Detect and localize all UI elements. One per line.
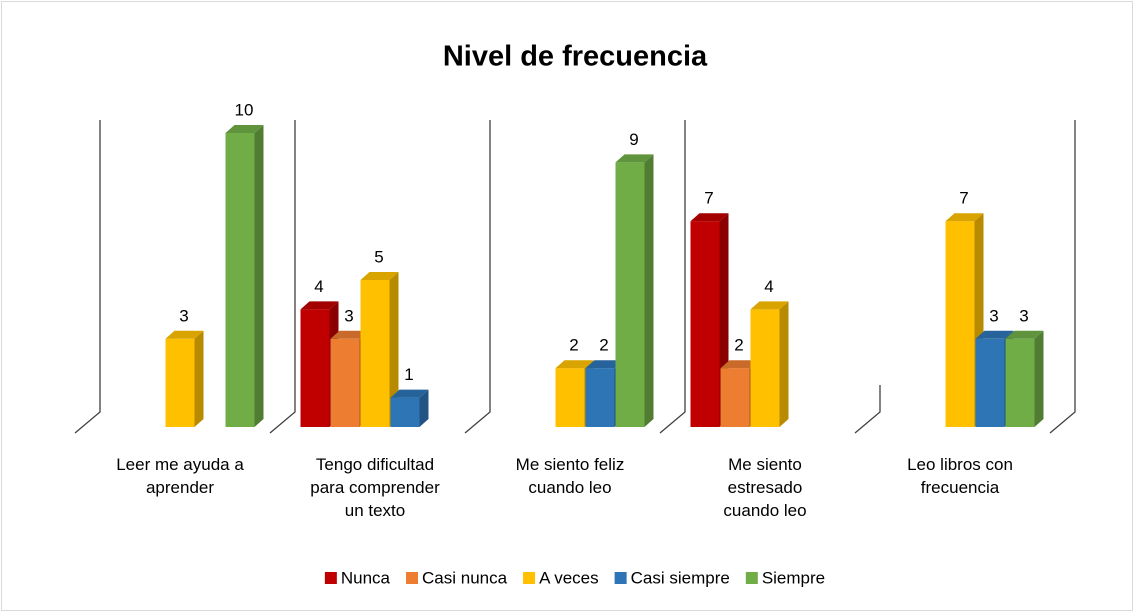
- bar-side: [1034, 330, 1044, 427]
- legend-item: Nunca: [324, 568, 391, 587]
- bar: [225, 125, 264, 427]
- bar-front: [225, 133, 255, 427]
- legend-swatch: [406, 572, 419, 584]
- data-label: 3: [989, 306, 998, 325]
- legend-item: Siempre: [745, 568, 825, 587]
- legend-swatch: [745, 572, 758, 584]
- x-tick-label: Me siento feliz cuando leo: [515, 455, 625, 497]
- bar-front: [165, 338, 195, 427]
- bar-top: [300, 301, 339, 310]
- bar-top: [555, 360, 594, 369]
- bar-front: [555, 368, 585, 427]
- bar-top: [750, 301, 789, 310]
- legend-item: Casi nunca: [406, 568, 508, 587]
- bar-side: [779, 301, 789, 427]
- legend-label: Siempre: [762, 568, 825, 587]
- data-label: 3: [1019, 306, 1028, 325]
- bar-top: [975, 330, 1014, 339]
- chart-title: Nivel de frecuencia: [443, 41, 708, 73]
- wall-line: [854, 385, 881, 434]
- legend-swatch: [614, 572, 627, 584]
- data-label: 2: [734, 336, 743, 355]
- bar-front: [750, 309, 780, 427]
- data-label: 3: [344, 306, 353, 325]
- bar-front: [300, 309, 330, 427]
- data-label: 9: [629, 130, 638, 149]
- legend-item: Casi siempre: [614, 568, 730, 587]
- bar-top: [330, 330, 369, 339]
- legend-label: Nunca: [341, 568, 391, 587]
- bar-front: [330, 338, 360, 427]
- data-label: 1: [404, 365, 413, 384]
- bar-top: [720, 360, 759, 369]
- bar-side: [419, 389, 429, 427]
- bar-front: [720, 368, 750, 427]
- bar: [690, 213, 729, 427]
- bar-front: [390, 397, 420, 427]
- legend-swatch: [523, 572, 536, 584]
- data-label: 10: [235, 100, 254, 119]
- legend-item: A veces: [523, 568, 599, 587]
- bar-top: [360, 272, 399, 280]
- bar-front: [360, 280, 390, 427]
- data-label: 7: [959, 189, 968, 208]
- bar: [750, 301, 789, 427]
- wall-line: [74, 120, 101, 434]
- wall-line: [269, 120, 296, 434]
- bar-top: [390, 389, 429, 398]
- x-tick-label: Leo libros con frecuencia: [907, 455, 1013, 497]
- legend-label: A veces: [539, 568, 599, 587]
- x-tick-label: Leer me ayuda a aprender: [116, 455, 244, 497]
- bar-top: [615, 154, 654, 163]
- legend-swatch: [324, 572, 337, 584]
- bar-top: [585, 360, 624, 369]
- data-label: 4: [314, 277, 323, 296]
- data-label: 3: [179, 306, 188, 325]
- bar-top: [1005, 330, 1044, 339]
- data-label: 2: [599, 336, 608, 355]
- wall-line: [464, 120, 491, 434]
- bar: [615, 154, 654, 427]
- data-label: 4: [764, 277, 773, 296]
- data-label: 7: [704, 189, 713, 208]
- bar-front: [945, 221, 975, 427]
- bar-side: [389, 272, 399, 427]
- bar: [390, 389, 429, 427]
- bar: [1005, 330, 1044, 427]
- data-label: 5: [374, 247, 383, 266]
- bar-front: [690, 221, 720, 427]
- bar-front: [585, 368, 615, 427]
- bar-top: [945, 213, 984, 222]
- data-label: 2: [569, 336, 578, 355]
- bar-top: [225, 125, 264, 133]
- bar-front: [615, 162, 645, 427]
- bar-front: [1005, 338, 1035, 427]
- legend-label: Casi siempre: [631, 568, 730, 587]
- wall-line: [659, 120, 686, 434]
- bar: [165, 330, 204, 427]
- x-tick-label: Tengo dificultad para comprender un text…: [310, 455, 440, 520]
- bar-top: [690, 213, 729, 222]
- bar-side: [254, 125, 264, 427]
- legend-label: Casi nunca: [422, 568, 508, 587]
- bar-front: [975, 338, 1005, 427]
- bar-side: [644, 154, 654, 427]
- bar-top: [165, 330, 204, 339]
- bar: [360, 272, 399, 427]
- wall-line: [1049, 120, 1076, 434]
- bar-side: [194, 330, 204, 427]
- x-tick-label: Me siento estresado cuando leo: [723, 455, 807, 520]
